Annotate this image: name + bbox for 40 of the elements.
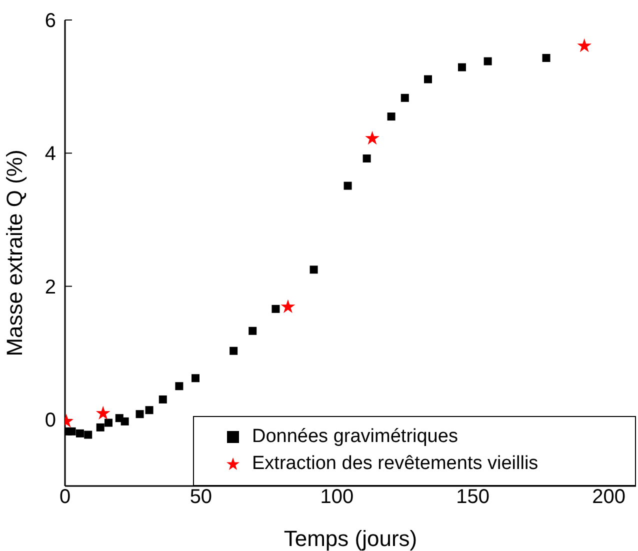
y-tick-label: 4: [44, 143, 56, 166]
x-tick-label: 200: [592, 486, 626, 508]
point: [230, 346, 238, 355]
point: [248, 326, 257, 335]
x-tick-label: 50: [190, 486, 212, 508]
legend-label: Extraction des revêtements vieillis: [252, 452, 538, 476]
point: [104, 418, 113, 427]
point: [76, 429, 84, 438]
point: [310, 266, 318, 274]
legend-label: Données gravimétriques: [252, 425, 458, 449]
point: [344, 182, 352, 190]
x-axis-title: Temps (jours): [284, 526, 418, 551]
x-tick-label: 150: [456, 486, 490, 508]
point: [577, 38, 592, 52]
y-tick-label: 6: [44, 10, 56, 32]
point: [365, 130, 380, 145]
point: [68, 427, 76, 436]
point: [484, 57, 492, 66]
x-tick-label: 100: [320, 486, 354, 508]
point: [280, 299, 296, 314]
point: [96, 423, 104, 432]
point: [272, 304, 280, 313]
point: [387, 112, 396, 121]
point: [84, 430, 92, 439]
x-tick-label: 0: [59, 486, 71, 508]
point: [458, 63, 466, 72]
point: [158, 395, 167, 404]
point: [192, 374, 200, 382]
y-axis-title: Masse extraite Q (%): [2, 150, 27, 356]
point: [120, 417, 129, 426]
point: [400, 94, 409, 102]
point: [96, 406, 110, 420]
y-tick-label: 0: [44, 410, 56, 432]
point: [542, 54, 550, 62]
point: [136, 410, 144, 418]
point: [424, 75, 432, 84]
y-tick-label: 2: [44, 276, 56, 298]
point: [175, 382, 184, 390]
point: [362, 154, 371, 162]
point: [145, 406, 154, 414]
